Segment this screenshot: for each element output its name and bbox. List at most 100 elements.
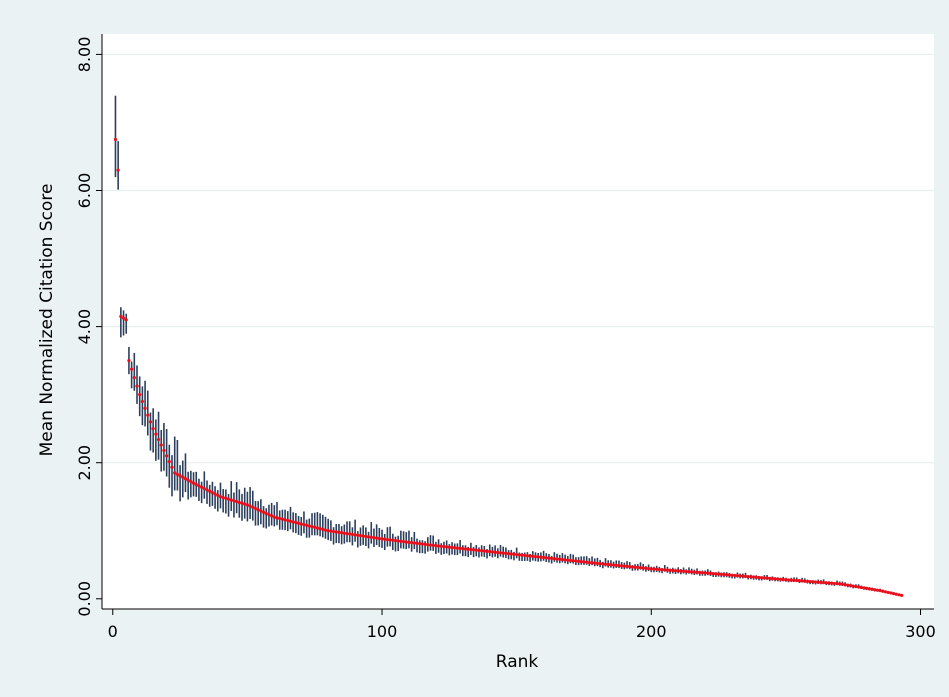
mean-point: [525, 554, 530, 558]
mean-point: [851, 584, 855, 588]
mean-point: [434, 544, 438, 548]
mean-point: [816, 580, 820, 584]
mean-point: [628, 565, 632, 569]
mean-point: [240, 501, 244, 505]
mean-point: [897, 593, 901, 597]
mean-point: [270, 514, 274, 518]
mean-point: [458, 546, 462, 550]
mean-point: [797, 579, 801, 583]
mean-point: [676, 569, 680, 573]
mean-point: [221, 495, 225, 500]
mean-point: [286, 518, 290, 523]
mean-point: [722, 572, 726, 577]
mean-point: [165, 454, 169, 458]
mean-point: [727, 573, 731, 577]
mean-point: [730, 573, 734, 577]
mean-point: [127, 359, 131, 363]
mean-point: [296, 521, 301, 525]
mean-point: [668, 568, 672, 572]
mean-point: [375, 536, 379, 540]
mean-point: [450, 545, 454, 550]
mean-point: [765, 576, 769, 580]
mean-point: [121, 316, 126, 320]
mean-point: [323, 528, 328, 532]
mean-point: [154, 432, 158, 436]
y-tick-label: 4.00: [75, 309, 94, 345]
mean-point: [485, 549, 489, 553]
mean-point: [385, 537, 390, 542]
mean-point: [840, 582, 845, 586]
mean-point: [900, 593, 904, 597]
mean-point: [488, 550, 492, 554]
mean-point: [598, 562, 602, 566]
mean-point: [259, 509, 263, 513]
mean-point: [716, 572, 721, 576]
mean-point: [337, 530, 341, 534]
mean-point: [461, 547, 465, 551]
mean-point: [749, 575, 753, 579]
mean-point: [216, 493, 220, 497]
mean-point: [606, 562, 610, 567]
mean-point: [854, 584, 858, 589]
mean-point: [423, 542, 427, 546]
mean-point: [859, 585, 863, 590]
mean-point: [743, 574, 748, 578]
mean-point: [202, 486, 206, 491]
mean-point: [587, 560, 591, 565]
mean-point: [679, 569, 683, 573]
mean-point: [245, 503, 249, 507]
mean-point: [867, 587, 871, 591]
mean-point: [778, 577, 783, 581]
mean-point: [253, 506, 258, 511]
mean-point: [305, 523, 309, 527]
mean-point: [684, 569, 688, 574]
mean-point: [552, 557, 556, 561]
mean-point: [353, 533, 357, 537]
mean-point: [614, 563, 618, 567]
mean-point: [138, 393, 142, 397]
mean-point: [795, 578, 799, 583]
mean-point: [725, 573, 729, 577]
mean-point: [431, 543, 435, 547]
x-tick-label: 100: [367, 622, 398, 641]
mean-point: [445, 545, 449, 549]
mean-point: [377, 536, 381, 541]
mean-point: [824, 581, 828, 585]
mean-point: [698, 570, 702, 575]
mean-point: [342, 531, 346, 535]
mean-point: [356, 533, 360, 537]
mean-point: [173, 471, 177, 475]
mean-point: [550, 556, 554, 560]
mean-point: [208, 489, 212, 493]
mean-point: [218, 495, 223, 499]
mean-point: [708, 571, 713, 575]
mean-point: [412, 541, 416, 545]
mean-point: [533, 555, 538, 559]
mean-point: [148, 420, 153, 424]
mean-point: [278, 516, 282, 521]
mean-point: [883, 590, 888, 594]
mean-point: [754, 575, 758, 579]
mean-point: [539, 555, 543, 559]
mean-point: [477, 548, 481, 553]
mean-point: [294, 520, 298, 525]
mean-point: [585, 560, 589, 564]
mean-point: [113, 137, 118, 142]
mean-point: [781, 577, 785, 582]
mean-point: [124, 318, 128, 322]
mean-point: [733, 573, 737, 578]
mean-point: [197, 484, 201, 488]
mean-point: [886, 590, 890, 595]
mean-point: [835, 582, 839, 586]
mean-point: [194, 482, 198, 487]
mean-point: [822, 580, 826, 585]
mean-point: [762, 576, 766, 580]
mean-point: [393, 539, 398, 543]
mean-point: [636, 565, 640, 570]
mean-point: [493, 550, 497, 554]
mean-point: [200, 485, 204, 489]
mean-point: [474, 548, 478, 552]
mean-point: [248, 504, 252, 508]
mean-point: [641, 566, 645, 570]
gridlines: [102, 53, 934, 464]
